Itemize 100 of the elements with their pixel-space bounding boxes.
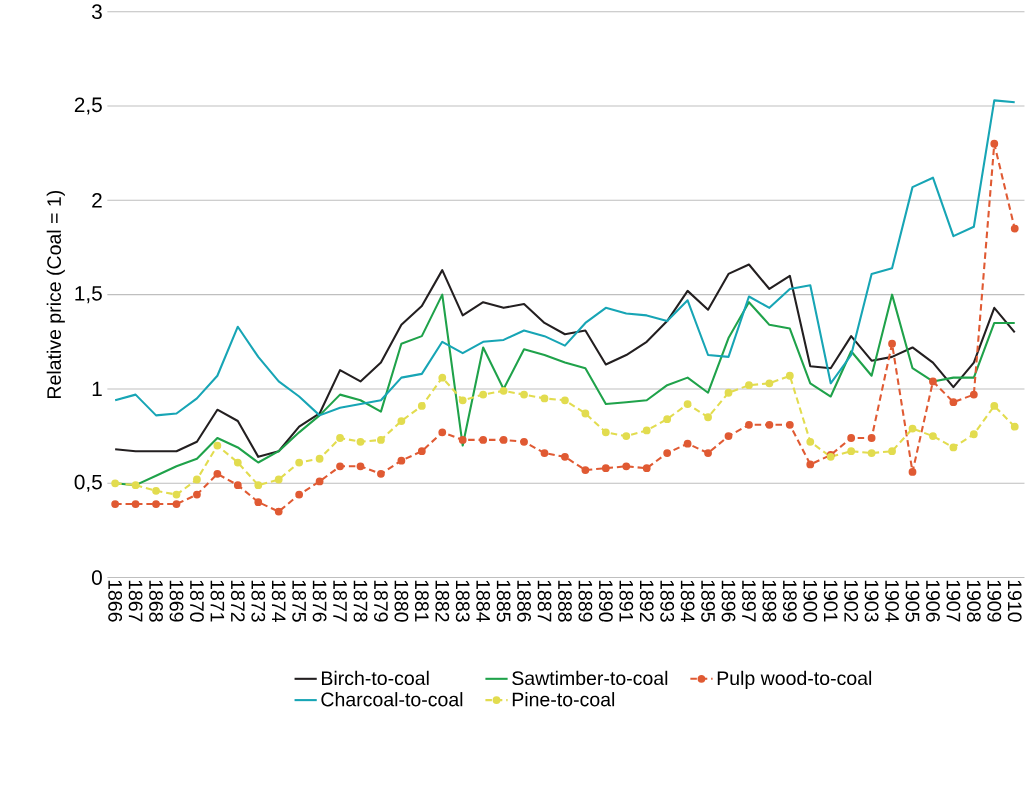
- point: [520, 437, 528, 446]
- point: [152, 486, 160, 495]
- x-tick-label: 1885: [496, 580, 511, 622]
- legend-label: Pulp wood-to-coal: [717, 670, 872, 689]
- point: [704, 449, 712, 457]
- point: [1010, 422, 1019, 431]
- y-tick-label: 3: [91, 4, 102, 19]
- x-tick-label: 1866: [108, 580, 123, 622]
- legend-label: Birch-to-coal: [321, 670, 429, 686]
- point: [622, 462, 631, 471]
- x-tick-label: 1900: [803, 580, 818, 622]
- x-tick-label: 1902: [844, 580, 859, 622]
- x-tick-label: 1880: [394, 580, 409, 622]
- x-tick-label: 1910: [1007, 580, 1022, 622]
- point: [540, 394, 549, 403]
- point: [356, 462, 365, 471]
- x-tick-label: 1872: [230, 580, 245, 622]
- point: [867, 434, 876, 442]
- point: [377, 435, 385, 444]
- x-tick-label: 1890: [598, 580, 613, 622]
- y-tick-label: 2: [92, 193, 102, 208]
- y-tick-label: 0,5: [74, 474, 102, 492]
- x-tick-label: 1887: [537, 580, 552, 622]
- y-tick-label: 1,5: [75, 286, 102, 304]
- point: [417, 447, 426, 456]
- point: [806, 460, 815, 469]
- point: [213, 469, 222, 478]
- point: [152, 500, 160, 508]
- point: [131, 500, 140, 508]
- point: [847, 447, 856, 456]
- point: [111, 500, 120, 508]
- point: [581, 409, 590, 418]
- point: [499, 435, 508, 444]
- point: [540, 449, 549, 457]
- point: [499, 386, 508, 395]
- point: [765, 420, 774, 429]
- point: [908, 468, 917, 476]
- x-tick-label: 1908: [966, 580, 981, 622]
- x-tick-label: 1874: [271, 580, 286, 622]
- point: [254, 498, 263, 506]
- point: [806, 437, 815, 446]
- point: [888, 447, 896, 456]
- point: [785, 371, 794, 380]
- point: [990, 139, 999, 148]
- point: [131, 481, 140, 489]
- point: [785, 420, 794, 429]
- point: [929, 377, 937, 386]
- x-tick-label: 1891: [619, 580, 634, 622]
- point: [683, 439, 692, 448]
- line-series: [114, 99, 1016, 417]
- point: [724, 388, 733, 397]
- point: [172, 500, 181, 508]
- x-tick-label: 1903: [864, 580, 879, 622]
- point: [315, 477, 324, 486]
- x-tick-label: 1894: [680, 580, 695, 622]
- point: [213, 441, 222, 450]
- point: [1010, 224, 1019, 233]
- point: [193, 475, 201, 484]
- x-tick-label: 1906: [926, 580, 940, 622]
- x-tick-label: 1909: [987, 580, 1002, 622]
- x-tick-label: 1876: [312, 580, 327, 622]
- point: [479, 435, 488, 444]
- x-tick-label: 1870: [190, 580, 204, 622]
- point: [561, 452, 569, 461]
- point: [295, 458, 304, 467]
- x-tick-label: 1905: [905, 580, 920, 622]
- x-tick-label: 1873: [251, 580, 266, 622]
- point: [601, 428, 610, 437]
- point: [315, 454, 324, 463]
- y-tick-label: 1: [92, 381, 102, 397]
- point: [724, 432, 733, 440]
- point: [683, 400, 692, 408]
- x-tick-label: 1901: [823, 580, 838, 622]
- point: [520, 390, 528, 399]
- point: [336, 434, 344, 442]
- point: [356, 437, 365, 446]
- point: [929, 432, 937, 440]
- x-tick-label: 1892: [639, 580, 654, 622]
- point: [233, 458, 242, 467]
- point: [172, 490, 181, 499]
- point: [704, 413, 712, 422]
- x-tick-label: 1888: [558, 580, 572, 622]
- x-tick-label: 1879: [374, 580, 388, 622]
- point: [745, 420, 753, 429]
- point: [765, 379, 774, 388]
- point: [193, 490, 201, 499]
- point: [336, 462, 344, 471]
- point: [458, 396, 467, 405]
- point: [908, 424, 917, 433]
- point: [642, 464, 651, 473]
- point: [745, 381, 753, 390]
- point: [295, 490, 304, 499]
- legend-label: Charcoal-to-coal: [321, 692, 463, 707]
- legend-label: Pine-to-coal: [512, 692, 615, 707]
- x-tick-label: 1877: [333, 580, 347, 622]
- x-tick-label: 1875: [292, 580, 307, 622]
- point: [663, 415, 672, 423]
- point: [111, 479, 120, 488]
- point: [274, 475, 283, 484]
- x-tick-label: 1904: [885, 580, 899, 622]
